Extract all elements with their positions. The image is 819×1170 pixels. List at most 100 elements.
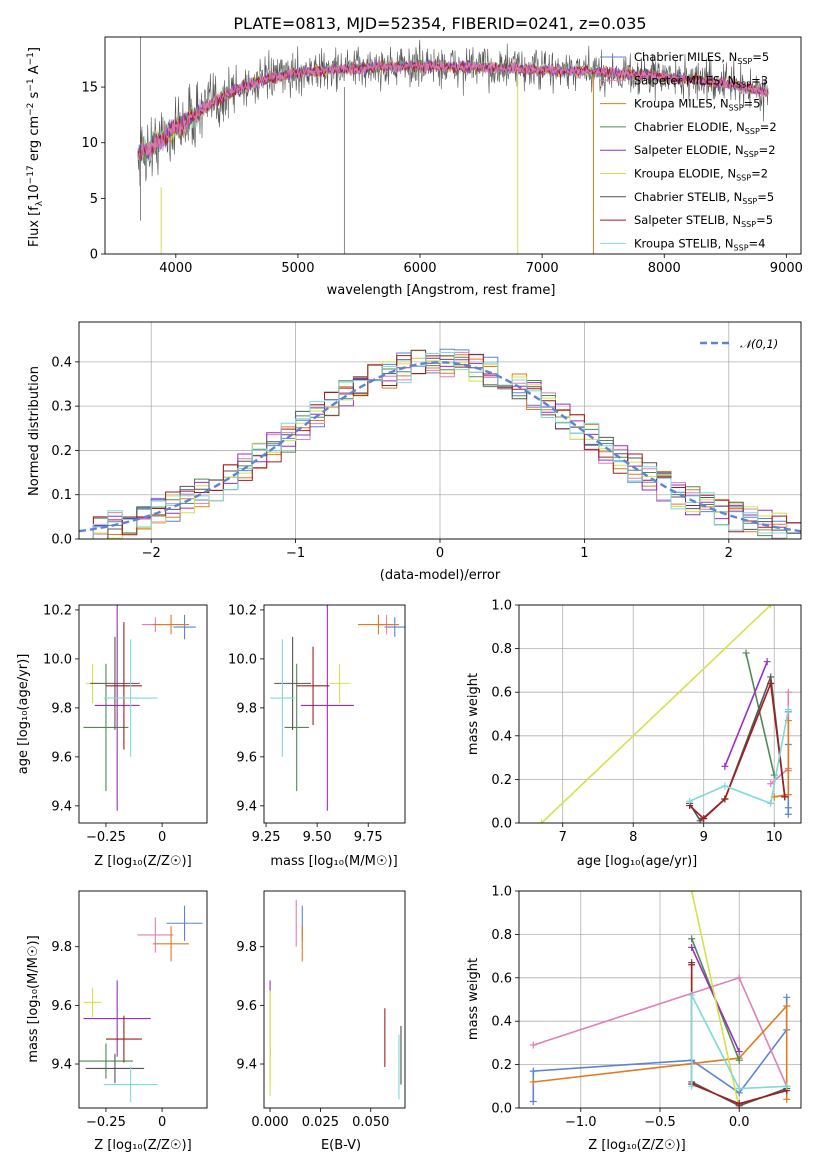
y-tick-label: 0.6 bbox=[491, 971, 512, 986]
y-tick-label: 10.2 bbox=[43, 603, 72, 618]
x-tick-label: −1 bbox=[286, 546, 305, 561]
y-tick-label: 0.2 bbox=[51, 444, 72, 459]
x-tick-label: 0.0 bbox=[729, 1115, 750, 1130]
y-tick-label: 1.0 bbox=[491, 885, 512, 900]
x-tick-label: 9.25 bbox=[252, 830, 281, 845]
age-z-ylabel: age [log₁₀(age/yr)] bbox=[16, 654, 31, 775]
y-tick-label: 9.8 bbox=[51, 701, 72, 716]
x-tick-label: 0 bbox=[158, 830, 166, 845]
lines-mass-weight-vs-Z bbox=[529, 891, 791, 1108]
y-tick-label: 10 bbox=[81, 136, 98, 151]
y-tick-label: 9.4 bbox=[236, 1058, 257, 1073]
age-z-xlabel: Z [log₁₀(Z/Z☉)] bbox=[94, 854, 191, 869]
mw-z-ylabel: mass weight bbox=[466, 958, 481, 1040]
age-vs-Z-frame bbox=[78, 604, 208, 824]
residual-frame bbox=[78, 321, 802, 540]
weight-line bbox=[724, 661, 768, 767]
y-tick-label: 5 bbox=[90, 192, 98, 207]
x-tick-label: 10 bbox=[766, 830, 783, 845]
histogram-series-6 bbox=[79, 349, 801, 539]
mass-z-xlabel: Z [log₁₀(Z/Z☉)] bbox=[94, 1138, 191, 1153]
weight-marker bbox=[700, 815, 708, 823]
x-tick-label: 0.000 bbox=[251, 1115, 288, 1130]
y-tick-label: 0.6 bbox=[491, 686, 512, 701]
weight-marker bbox=[529, 1078, 537, 1086]
figure-title: PLATE=0813, MJD=52354, FIBERID=0241, z=0… bbox=[233, 14, 646, 33]
x-tick-label: 0.050 bbox=[352, 1115, 389, 1130]
mass-ebv-xlabel: E(B-V) bbox=[321, 1138, 361, 1153]
weight-marker bbox=[721, 795, 729, 803]
histogram-lines bbox=[79, 348, 801, 539]
y-tick-label: 0.4 bbox=[491, 729, 512, 744]
x-tick-label: 2 bbox=[725, 546, 733, 561]
y-tick-label: 9.6 bbox=[236, 999, 257, 1014]
legend-label: Kroupa ELODIE, NSSP=2 bbox=[634, 167, 768, 183]
y-tick-label: 0.2 bbox=[491, 1058, 512, 1073]
normal-reference-curve bbox=[79, 361, 801, 533]
y-tick-label: 0.4 bbox=[51, 355, 72, 370]
weight-marker bbox=[767, 673, 775, 681]
weight-marker bbox=[688, 935, 696, 943]
x-tick-label: 7000 bbox=[526, 261, 559, 276]
weight-marker bbox=[688, 961, 696, 969]
residual-ylabel: Normed distribution bbox=[27, 366, 42, 496]
mass-weight-vs-age-frame bbox=[518, 604, 802, 824]
x-tick-label: 7 bbox=[559, 830, 567, 845]
y-tick-label: 0.3 bbox=[51, 400, 72, 415]
histogram-series-5 bbox=[79, 357, 801, 539]
weight-marker bbox=[696, 817, 704, 823]
weight-marker bbox=[721, 782, 729, 790]
spectrum-legend: Chabrier MILES, NSSP=5 Salpeter MILES, NS… bbox=[600, 50, 777, 252]
x-tick-label: 1 bbox=[580, 546, 588, 561]
y-tick-label: 9.4 bbox=[236, 799, 257, 814]
axes-mass-vs-Z: −0.25 0 9.4 9.6 9.8 bbox=[51, 940, 166, 1130]
legend-label: Chabrier ELODIE, NSSP=2 bbox=[634, 120, 777, 136]
legend-label: Kroupa MILES, NSSP=5 bbox=[634, 97, 760, 113]
x-tick-label: 0 bbox=[158, 1115, 166, 1130]
histogram-series-3 bbox=[79, 356, 801, 539]
weight-marker bbox=[783, 993, 791, 1001]
y-tick-label: 9.6 bbox=[51, 999, 72, 1014]
axes-mass-vs-EBV: 0.000 0.025 0.050 9.4 9.6 9.8 bbox=[236, 940, 389, 1130]
mass-weight-vs-Z-frame bbox=[518, 890, 802, 1109]
weight-marker bbox=[688, 943, 696, 951]
x-tick-label: −0.25 bbox=[86, 1115, 126, 1130]
weight-marker bbox=[783, 1002, 791, 1010]
histogram-series-7 bbox=[79, 353, 801, 539]
weight-marker bbox=[529, 1067, 537, 1075]
weight-marker bbox=[763, 658, 771, 666]
y-tick-label: 0.0 bbox=[491, 817, 512, 832]
y-tick-label: 0.0 bbox=[491, 1102, 512, 1117]
spectrum-series-1 bbox=[137, 58, 768, 160]
x-tick-label: −0.25 bbox=[86, 830, 126, 845]
spectrum-xlabel: wavelength [Angstrom, rest frame] bbox=[327, 283, 556, 298]
mass-vs-EBV-frame bbox=[263, 890, 406, 1109]
x-tick-label: 9.50 bbox=[303, 830, 332, 845]
errorbars-age-vs-mass bbox=[270, 605, 405, 811]
age-mass-xlabel: mass [log₁₀(M/M☉)] bbox=[270, 854, 397, 869]
weight-marker bbox=[767, 679, 775, 687]
residual-xlabel: (data-model)/error bbox=[380, 568, 501, 583]
weight-marker bbox=[688, 891, 696, 895]
y-tick-label: 0.4 bbox=[491, 1015, 512, 1030]
weight-marker bbox=[735, 1084, 743, 1092]
weight-marker bbox=[781, 793, 789, 801]
weight-marker bbox=[538, 819, 546, 823]
mw-z-xlabel: Z [log₁₀(Z/Z☉)] bbox=[588, 1138, 685, 1153]
weight-marker bbox=[735, 1100, 743, 1108]
y-tick-label: 1.0 bbox=[491, 599, 512, 614]
x-tick-label: 0 bbox=[436, 546, 444, 561]
x-tick-label: 9000 bbox=[770, 261, 803, 276]
weight-marker bbox=[767, 605, 775, 609]
y-tick-label: 9.6 bbox=[51, 750, 72, 765]
weight-marker bbox=[735, 974, 743, 982]
weight-marker bbox=[742, 649, 750, 657]
y-tick-label: 0.8 bbox=[491, 642, 512, 657]
mass-vs-Z-frame bbox=[78, 890, 208, 1109]
weight-marker bbox=[767, 799, 775, 807]
weight-marker bbox=[784, 706, 792, 714]
y-tick-label: 0 bbox=[90, 248, 98, 263]
weight-marker bbox=[735, 1056, 743, 1064]
